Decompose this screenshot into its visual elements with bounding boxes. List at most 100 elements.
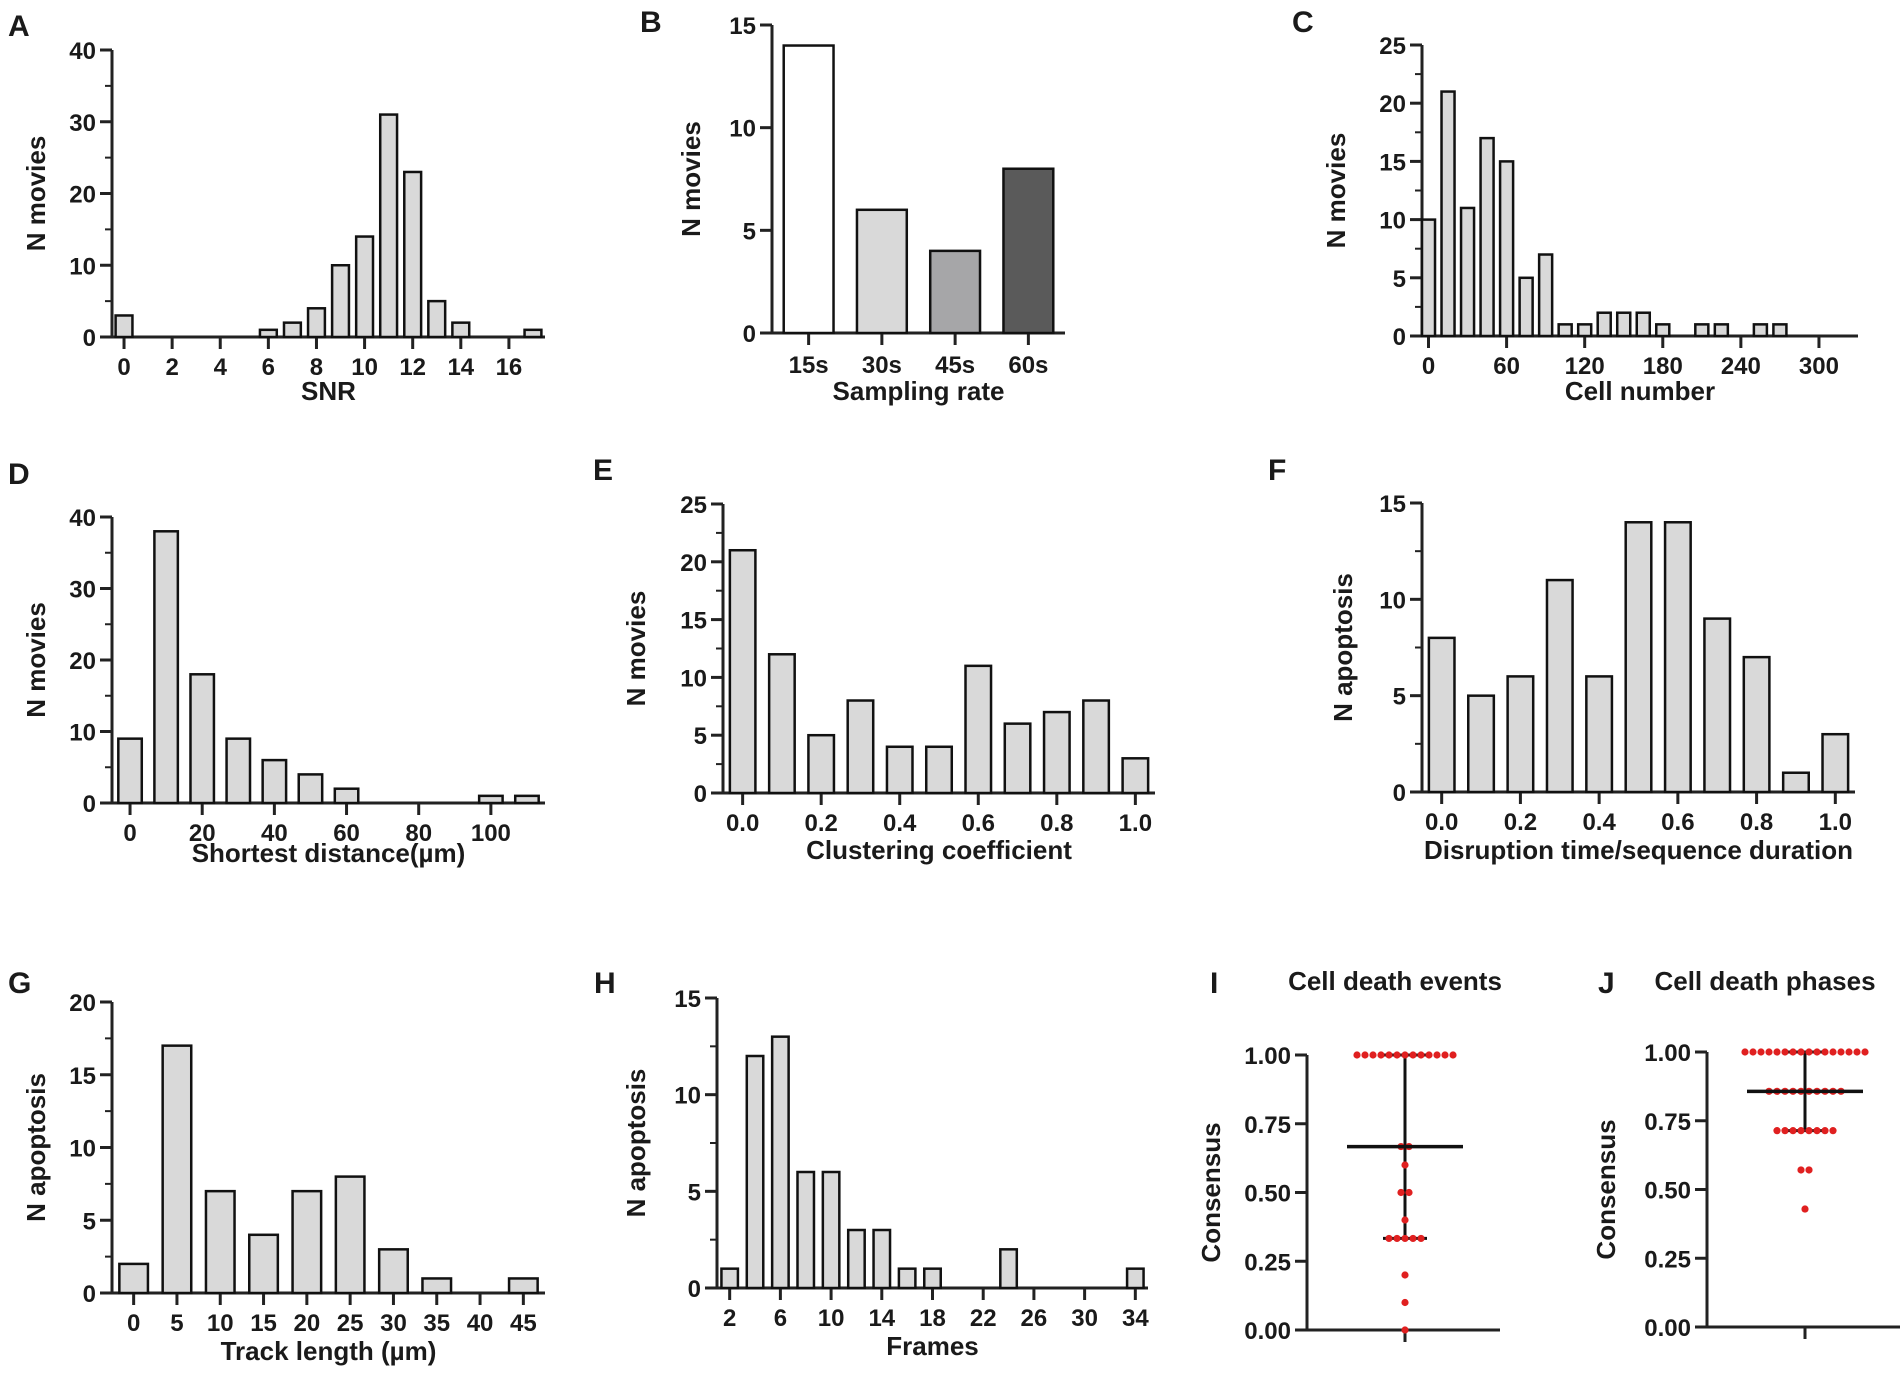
y-axis-label: N movies	[621, 591, 651, 707]
bar	[924, 745, 954, 795]
bar	[855, 208, 909, 335]
chart-title: Cell death events	[1288, 966, 1502, 996]
x-tick-label: 14	[868, 1305, 895, 1332]
y-tick-label: 40	[69, 505, 96, 532]
x-tick-label: 0.6	[962, 810, 995, 837]
data-point	[1853, 1048, 1861, 1056]
panel-letter: H	[594, 967, 616, 1000]
y-axis-label: N movies	[1321, 133, 1351, 249]
panel-letter: I	[1210, 967, 1218, 1000]
data-point	[1829, 1048, 1837, 1056]
x-tick-label: 0	[117, 354, 130, 381]
x-axis-label: Sampling rate	[833, 376, 1005, 406]
data-point	[1797, 1048, 1805, 1056]
x-tick-label: 30s	[862, 352, 902, 379]
x-tick-label: 0.2	[804, 810, 837, 837]
bar	[846, 1228, 866, 1290]
data-point	[1401, 1234, 1409, 1243]
panel-letter: B	[640, 6, 662, 39]
bar	[1498, 160, 1515, 338]
x-axis-label: Shortest distance(µm)	[192, 838, 466, 868]
data-point	[1837, 1048, 1845, 1056]
data-point	[1397, 1188, 1405, 1197]
data-point	[1821, 1127, 1829, 1135]
data-point	[1861, 1048, 1869, 1056]
y-tick-label: 15	[674, 986, 701, 1013]
bar	[1557, 323, 1573, 338]
y-axis-label: N movies	[21, 136, 51, 252]
x-tick-label: 34	[1122, 1305, 1149, 1332]
bar	[1537, 253, 1554, 338]
bar	[451, 321, 471, 339]
data-point	[1353, 1051, 1361, 1059]
x-tick-label: 80	[405, 820, 432, 847]
data-point	[1773, 1127, 1781, 1135]
y-tick-label: 0	[694, 781, 707, 808]
bar	[297, 773, 324, 805]
data-point	[1409, 1234, 1417, 1243]
bar	[821, 1170, 841, 1290]
y-tick-label: 1.00	[1644, 1040, 1691, 1067]
data-point	[1425, 1051, 1433, 1059]
y-tick-label: 10	[729, 116, 756, 143]
y-tick-label: 0.00	[1644, 1315, 1691, 1342]
bar	[1506, 675, 1535, 794]
y-tick-label: 10	[69, 720, 96, 747]
data-point	[1401, 1298, 1409, 1307]
y-axis-label: Consensus	[1591, 1119, 1621, 1259]
y-tick-label: 15	[729, 13, 756, 40]
bar	[1459, 206, 1476, 338]
bar	[923, 1267, 942, 1290]
bar	[928, 249, 982, 335]
bar	[378, 113, 399, 339]
panel-letter: D	[8, 458, 30, 491]
chart-title: Cell death phases	[1654, 966, 1875, 996]
y-tick-label: 5	[83, 1208, 96, 1235]
bar	[999, 1248, 1019, 1290]
data-point	[1441, 1051, 1449, 1059]
x-tick-label: 6	[262, 354, 275, 381]
data-point	[1821, 1048, 1829, 1056]
bar	[1752, 323, 1769, 338]
y-tick-label: 25	[680, 492, 707, 519]
panel-letter: E	[593, 454, 613, 487]
y-axis-label: N apoptosis	[1328, 573, 1358, 722]
x-tick-label: 0.4	[883, 810, 917, 837]
data-point	[1401, 1271, 1409, 1279]
bar	[291, 1189, 323, 1295]
panel-i: I 0.00 0.25 0.50 0.75 1.00 Consensus Cell death…	[1196, 966, 1502, 1345]
bar	[403, 170, 423, 339]
bar	[1624, 521, 1653, 794]
bar	[885, 745, 914, 795]
bar	[153, 530, 180, 805]
x-tick-label: 20	[293, 1310, 320, 1337]
x-tick-label: 25	[337, 1310, 364, 1337]
x-tick-label: 0.6	[1661, 809, 1694, 836]
bar	[1694, 323, 1710, 338]
x-tick-label: 14	[447, 354, 474, 381]
bar	[282, 321, 303, 339]
bar	[248, 1233, 280, 1295]
bar	[261, 758, 288, 805]
bar	[872, 1228, 892, 1290]
bar	[1003, 722, 1032, 795]
data-point	[1773, 1048, 1781, 1056]
bar	[897, 1267, 917, 1290]
bar	[333, 787, 360, 805]
x-tick-label: 0	[123, 820, 136, 847]
bar	[1518, 276, 1534, 338]
data-point	[1845, 1048, 1853, 1056]
x-tick-label: 30	[380, 1310, 407, 1337]
data-point	[1377, 1051, 1385, 1059]
data-point	[1741, 1048, 1749, 1056]
y-tick-label: 10	[1379, 587, 1406, 614]
bar	[114, 314, 134, 339]
y-tick-label: 20	[69, 990, 96, 1017]
x-tick-label: 1.0	[1119, 810, 1152, 837]
x-tick-label: 5	[170, 1310, 183, 1337]
data-point	[1757, 1048, 1765, 1056]
